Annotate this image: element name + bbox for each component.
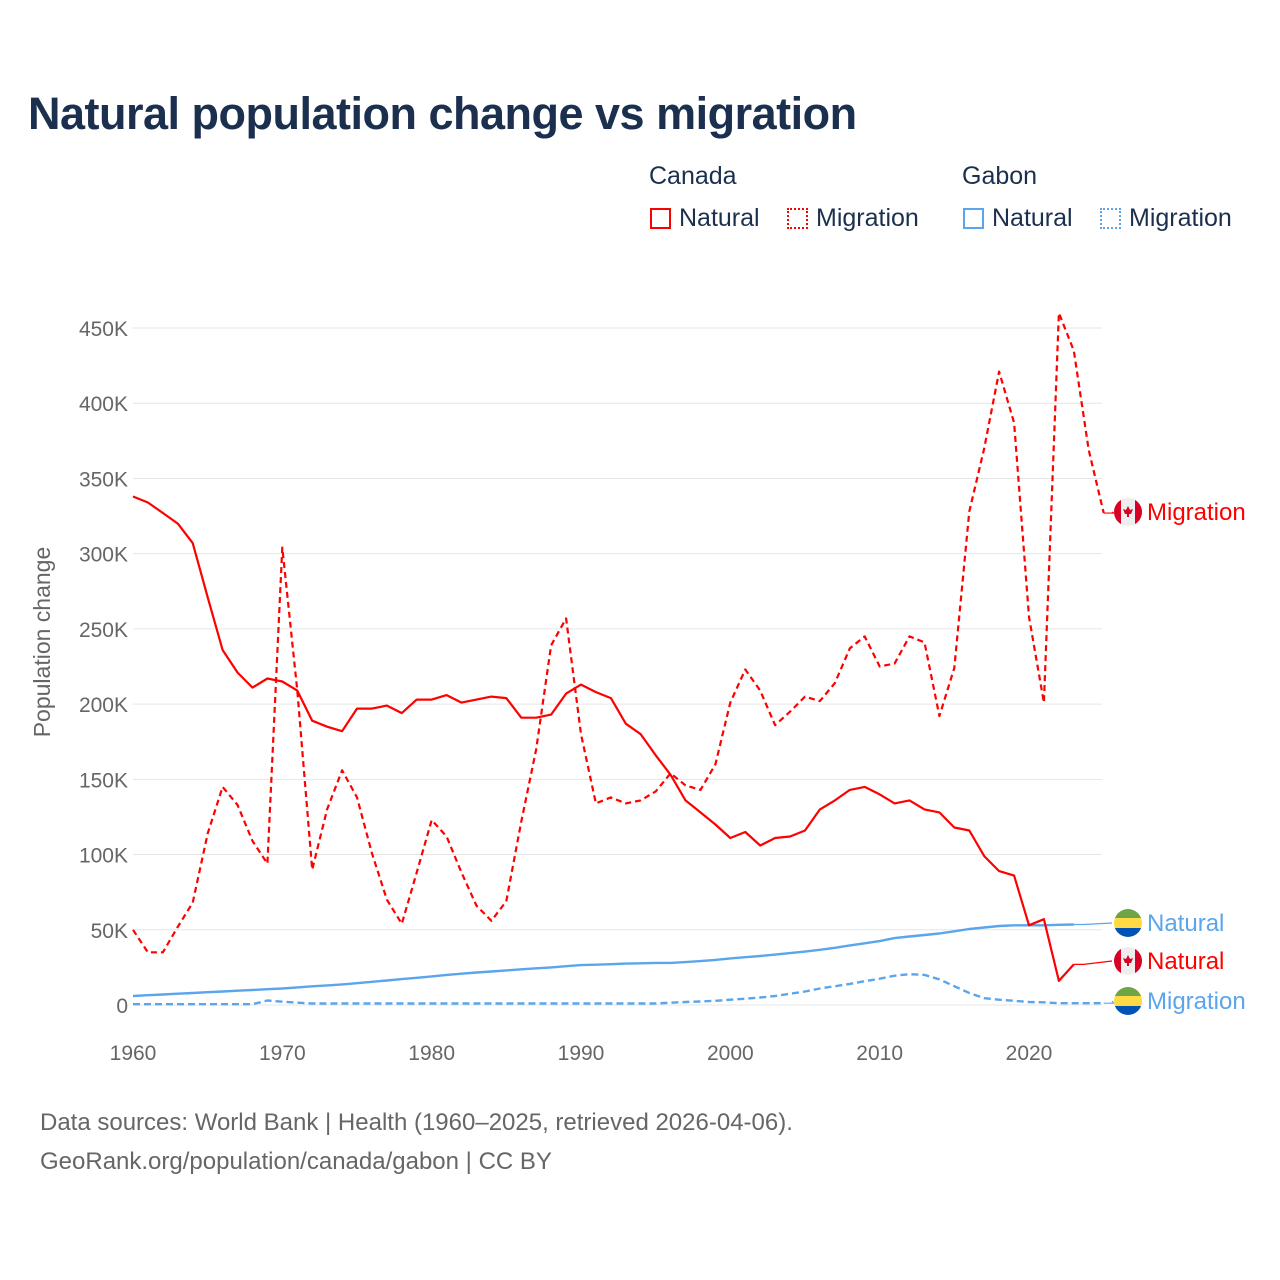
gabon-flag-icon [1114, 987, 1142, 1015]
legend-label: Natural [679, 204, 760, 232]
legend-group-canada: Canada [649, 162, 737, 190]
legend-group-gabon: Gabon [962, 162, 1038, 190]
x-tick-label: 1980 [408, 1042, 455, 1065]
series-line-gabon-migration [133, 973, 1104, 1006]
end-label-canada-migration: Migration [1147, 499, 1246, 526]
label-leader-line [1103, 1000, 1115, 1004]
series-line-canada-natural [132, 495, 1075, 983]
x-tick-label: 2020 [1006, 1042, 1053, 1065]
y-tick-label: 300K [79, 544, 128, 567]
y-tick-label: 400K [79, 393, 128, 416]
y-tick-label: 450K [79, 318, 128, 341]
x-tick-label: 2010 [856, 1042, 903, 1065]
gabon-flag-icon [1114, 909, 1142, 937]
series-line-canada-migration [132, 311, 1105, 954]
y-tick-label: 0 [116, 995, 128, 1018]
label-leader-line [1073, 922, 1113, 926]
y-tick-label: 100K [79, 845, 128, 868]
x-tick-label: 1970 [259, 1042, 306, 1065]
x-tick-label: 1960 [110, 1042, 157, 1065]
legend-gabon-natural[interactable]: Natural [963, 204, 1073, 233]
dotted-swatch-icon [1100, 208, 1121, 229]
end-label-gabon-migration: Migration [1147, 988, 1246, 1015]
legend-canada-migration[interactable]: Migration [787, 204, 919, 233]
canada-flag-icon [1114, 498, 1142, 526]
legend-label: Migration [1129, 204, 1232, 232]
solid-swatch-icon [963, 208, 984, 229]
footer-credit: GeoRank.org/population/canada/gabon | CC… [40, 1148, 552, 1175]
label-leader-line [1103, 511, 1116, 514]
y-tick-label: 150K [79, 769, 128, 792]
x-tick-label: 2000 [707, 1042, 754, 1065]
y-tick-label: 200K [79, 694, 128, 717]
y-axis-label: Population change [29, 547, 55, 738]
x-tick-label: 1990 [558, 1042, 605, 1065]
footer-sources: Data sources: World Bank | Health (1960–… [40, 1109, 793, 1136]
legend-label: Natural [992, 204, 1073, 232]
chart-title: Natural population change vs migration [28, 88, 857, 139]
legend-label: Migration [816, 204, 919, 232]
label-leader-line [1073, 960, 1113, 965]
dotted-swatch-icon [787, 208, 808, 229]
legend-gabon-migration[interactable]: Migration [1100, 204, 1232, 233]
solid-swatch-icon [650, 208, 671, 229]
canada-flag-icon [1114, 947, 1142, 975]
legend-canada-natural[interactable]: Natural [650, 204, 760, 233]
y-tick-label: 250K [79, 619, 128, 642]
end-label-gabon-natural: Natural [1147, 910, 1224, 937]
y-tick-label: 350K [79, 468, 128, 491]
series-line-gabon-natural [132, 923, 1074, 998]
end-label-canada-natural: Natural [1147, 948, 1224, 975]
y-tick-label: 50K [91, 920, 128, 943]
